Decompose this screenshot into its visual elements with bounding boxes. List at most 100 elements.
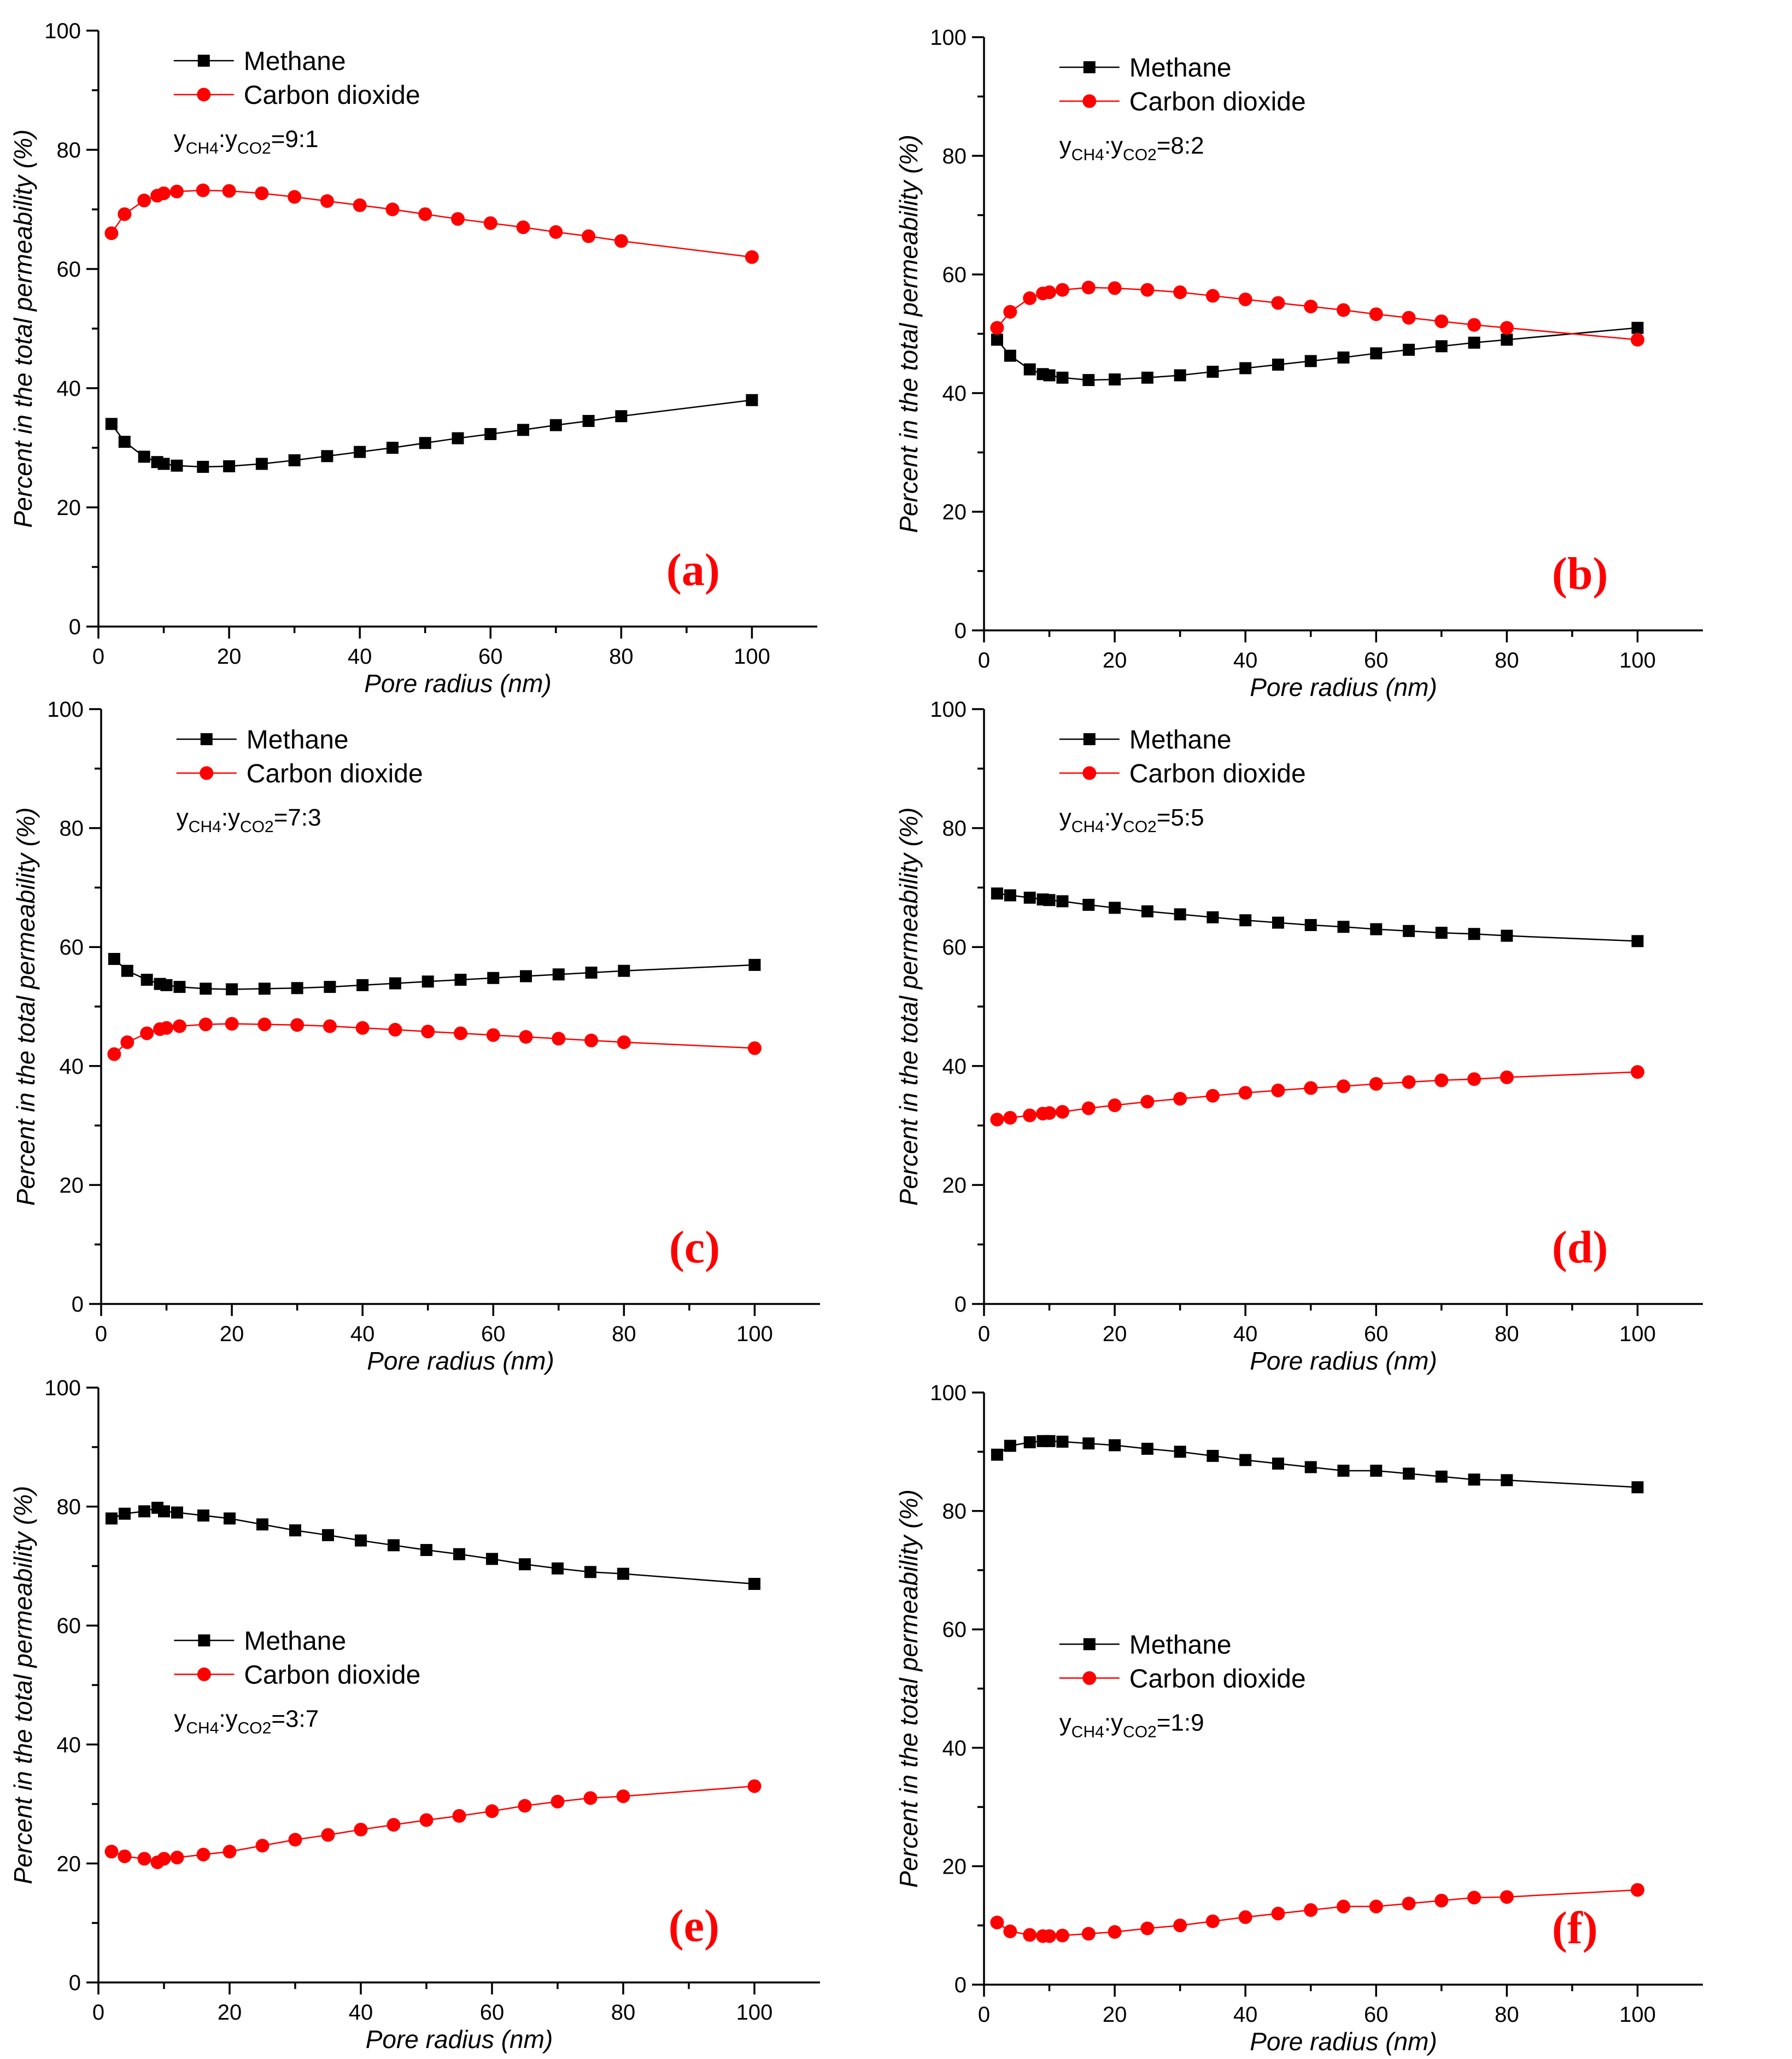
- data-point-square: [1239, 914, 1252, 927]
- data-point-circle: [421, 1025, 435, 1039]
- data-point-square: [160, 979, 173, 991]
- data-point-circle: [1369, 1077, 1383, 1091]
- data-point-circle: [385, 202, 400, 217]
- panel-label: (d): [1552, 1222, 1608, 1273]
- panel-label: (f): [1552, 1903, 1598, 1953]
- data-point-circle: [157, 186, 171, 201]
- series-methane: [991, 887, 1644, 947]
- data-point-square: [1109, 902, 1121, 914]
- data-point-square: [356, 979, 369, 991]
- data-point-circle: [454, 1026, 467, 1040]
- panel-c: 0 20 40 60 80 100 0 20 40 60 80 100 Pore radius (nm)…: [11, 698, 820, 1375]
- data-point-square: [454, 974, 467, 986]
- series-line: [110, 399, 752, 468]
- x-tick-label: 40: [1233, 2003, 1258, 2027]
- x-tick-label: 100: [1619, 648, 1656, 672]
- data-point-circle: [519, 1030, 533, 1044]
- x-tick-label: 20: [1103, 2003, 1127, 2027]
- x-axis-title: Pore radius (nm): [366, 2025, 553, 2054]
- data-point-circle: [1055, 283, 1069, 297]
- data-point-circle: [1402, 1075, 1416, 1089]
- series-methane: [991, 1435, 1644, 1494]
- data-point-circle: [1003, 1110, 1017, 1125]
- data-point-circle: [1140, 283, 1155, 297]
- data-point-circle: [1003, 1925, 1017, 1939]
- data-point-square: [1141, 1442, 1153, 1455]
- data-point-circle: [1023, 1108, 1037, 1122]
- data-point-circle: [1369, 307, 1383, 321]
- y-tick-label: 40: [942, 1055, 967, 1079]
- data-point-circle: [120, 1035, 134, 1049]
- data-point-square: [1109, 373, 1121, 386]
- legend-label: Carbon dioxide: [244, 81, 420, 110]
- series-carbon-dioxide: [990, 1883, 1644, 1943]
- x-tick-label: 80: [1495, 1322, 1519, 1346]
- data-point-square: [324, 981, 336, 993]
- data-point-square: [291, 982, 303, 995]
- data-point-square: [1239, 362, 1252, 375]
- x-tick-label: 20: [1103, 648, 1127, 672]
- data-point-circle: [1500, 321, 1514, 335]
- data-point-square: [618, 964, 630, 977]
- y-tick-label: 100: [44, 19, 81, 43]
- data-point-square: [1207, 911, 1219, 923]
- data-point-circle: [1108, 1098, 1122, 1113]
- x-axis-title: Pore radius (nm): [1250, 673, 1437, 701]
- x-axis-title: Pore radius (nm): [364, 669, 552, 698]
- x-tick-label: 60: [1364, 1322, 1389, 1346]
- data-point-square: [289, 1524, 301, 1537]
- data-point-circle: [1173, 1918, 1187, 1933]
- data-point-square: [552, 1562, 564, 1575]
- data-point-square: [1109, 1439, 1121, 1452]
- x-tick-label: 80: [612, 1322, 636, 1346]
- x-tick-label: 60: [1364, 648, 1389, 672]
- data-point-square: [197, 1509, 209, 1522]
- y-tick-label: 100: [930, 26, 967, 50]
- legend-marker-circle: [1082, 1671, 1097, 1685]
- y-tick-label: 100: [930, 698, 967, 722]
- data-point-square: [453, 1548, 465, 1560]
- y-tick-label: 60: [57, 258, 81, 282]
- data-point-square: [1174, 908, 1186, 921]
- data-point-square: [322, 1529, 334, 1541]
- data-point-square: [200, 982, 212, 995]
- data-point-circle: [321, 1828, 335, 1842]
- data-point-circle: [1337, 1899, 1350, 1914]
- data-point-square: [584, 1566, 596, 1578]
- data-point-square: [1207, 365, 1219, 378]
- data-point-circle: [1304, 1081, 1318, 1095]
- data-point-circle: [582, 229, 596, 243]
- y-tick-label: 100: [44, 1376, 81, 1400]
- data-point-square: [582, 414, 595, 427]
- data-point-circle: [614, 234, 628, 248]
- x-tick-label: 0: [978, 1322, 990, 1346]
- data-point-circle: [747, 1041, 762, 1055]
- data-point-circle: [1043, 1106, 1057, 1120]
- data-point-square: [118, 436, 131, 448]
- legend-marker-circle: [200, 766, 214, 780]
- data-point-circle: [483, 216, 497, 230]
- data-point-circle: [196, 183, 210, 197]
- data-point-circle: [617, 1035, 631, 1049]
- data-point-square: [1304, 919, 1317, 931]
- data-point-circle: [1467, 1072, 1481, 1086]
- data-point-circle: [990, 1113, 1004, 1127]
- panel-b: 0 20 40 60 80 100 0 20 40 60 80 100 Pore radius (nm)…: [894, 26, 1703, 701]
- data-point-circle: [1630, 1065, 1644, 1079]
- legend-label: Methane: [244, 1627, 346, 1656]
- data-point-square: [106, 1512, 118, 1525]
- y-tick-label: 80: [57, 1495, 81, 1519]
- data-point-square: [452, 432, 464, 444]
- y-axis-title: Percent in the total permeability (%): [894, 1489, 923, 1888]
- legend-label: Methane: [244, 47, 346, 76]
- data-point-circle: [137, 194, 151, 208]
- x-tick-label: 100: [736, 2000, 773, 2025]
- data-point-circle: [1173, 285, 1187, 300]
- axes-frame: [983, 1393, 1703, 1986]
- data-point-circle: [552, 1032, 566, 1046]
- data-point-circle: [1023, 291, 1037, 305]
- series-line: [996, 286, 1638, 341]
- data-point-circle: [1500, 1070, 1514, 1084]
- data-point-circle: [1205, 289, 1220, 303]
- x-tick-label: 100: [736, 1322, 773, 1346]
